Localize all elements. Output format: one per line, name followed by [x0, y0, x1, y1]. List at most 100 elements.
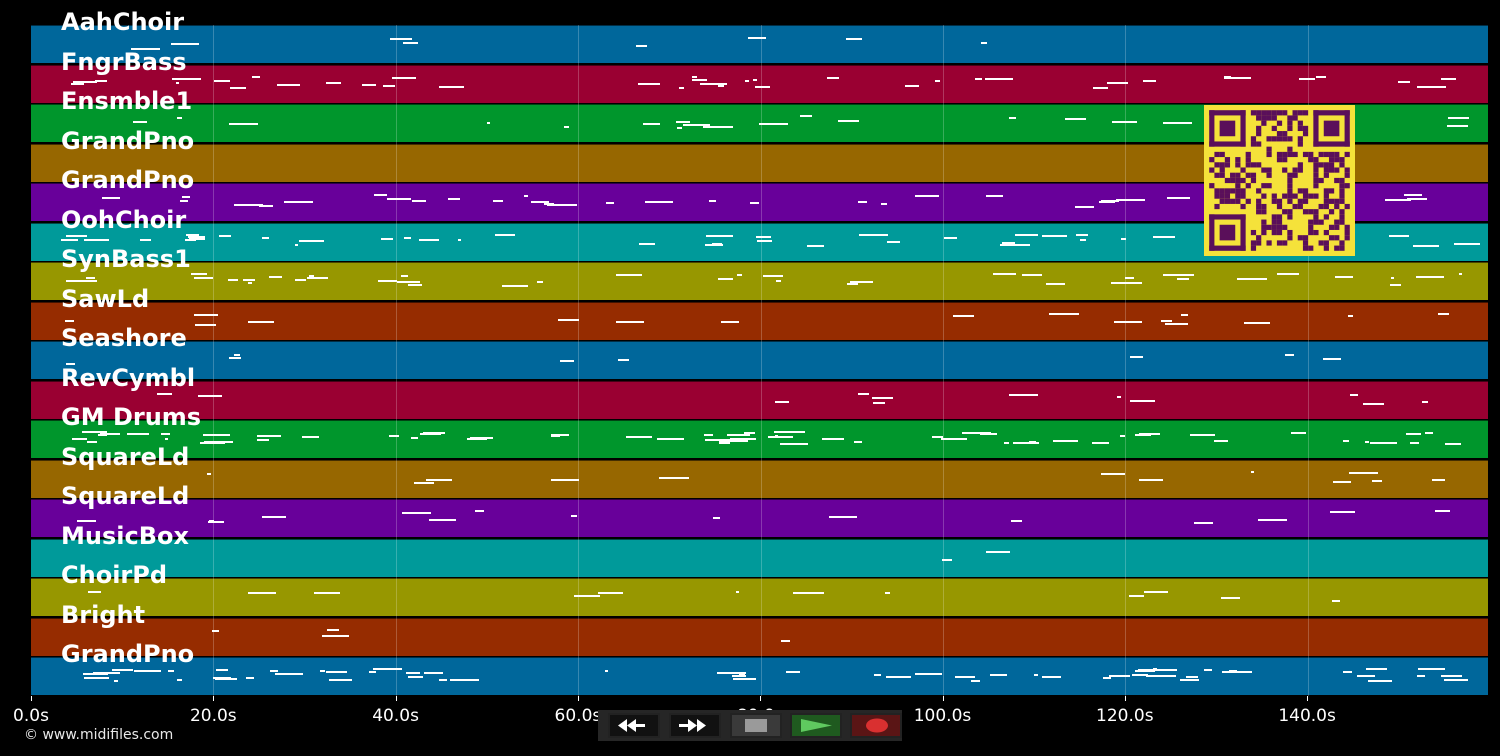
midi-note	[83, 676, 110, 679]
track-lane[interactable]	[31, 262, 1488, 300]
midi-note	[1129, 595, 1144, 598]
midi-note	[227, 278, 238, 281]
midi-note	[389, 435, 400, 438]
rewind-button[interactable]	[608, 713, 660, 738]
axis-tick-label: 140.0s	[1278, 706, 1336, 726]
midi-note	[1237, 277, 1268, 280]
stop-button[interactable]	[730, 713, 782, 738]
midi-note	[743, 431, 755, 434]
midi-note	[180, 199, 188, 202]
track-label: RevCymbl	[61, 363, 196, 392]
midi-note	[438, 679, 447, 682]
midi-note	[257, 438, 269, 441]
midi-note	[1365, 440, 1370, 443]
track-lane[interactable]	[31, 657, 1488, 695]
midi-note	[979, 433, 997, 436]
midi-note	[133, 120, 147, 123]
midi-note	[573, 595, 600, 597]
midi-note	[1137, 669, 1160, 672]
midi-note	[682, 123, 711, 126]
midi-note	[636, 45, 648, 48]
axis-tick	[942, 696, 944, 701]
midi-note	[1190, 433, 1215, 436]
track-lane[interactable]	[31, 617, 1488, 656]
midi-note	[1342, 439, 1350, 442]
midi-note	[779, 442, 809, 445]
midi-note	[859, 233, 888, 236]
midi-note	[726, 434, 751, 437]
fast-forward-button[interactable]	[669, 713, 721, 738]
midi-note	[1116, 199, 1146, 202]
midi-note	[920, 194, 940, 197]
midi-note	[248, 281, 252, 284]
track-lane[interactable]	[31, 64, 1488, 103]
midi-note	[1008, 117, 1017, 120]
midi-note	[1368, 679, 1392, 682]
copyright-text: © www.midifiles.com	[24, 727, 174, 743]
midi-note	[752, 78, 758, 81]
midi-note	[756, 240, 773, 243]
midi-note	[1125, 277, 1135, 280]
midi-note	[762, 274, 784, 277]
record-button[interactable]	[850, 713, 902, 738]
midi-note	[284, 201, 313, 204]
track-label: GrandPno	[61, 166, 195, 194]
axis-tick-label: 20.0s	[189, 706, 237, 726]
midi-note	[886, 676, 911, 679]
midi-note	[295, 243, 299, 246]
track-label: MusicBox	[61, 521, 189, 550]
midi-note	[703, 433, 714, 436]
midi-note	[1343, 671, 1352, 674]
midi-note	[874, 673, 882, 676]
midi-note	[1315, 75, 1327, 78]
midi-note	[193, 276, 214, 279]
midi-note	[1431, 479, 1445, 482]
play-button[interactable]	[790, 713, 842, 738]
track-lane[interactable]	[31, 499, 1488, 537]
midi-note	[775, 280, 781, 283]
midi-note	[942, 558, 953, 561]
midi-note	[677, 126, 683, 129]
midi-note	[217, 676, 231, 679]
midi-note	[799, 115, 812, 118]
track-lane[interactable]	[31, 341, 1488, 379]
midi-note	[1349, 393, 1358, 396]
midi-note	[216, 668, 228, 671]
track-lane[interactable]	[31, 459, 1488, 498]
midi-note	[993, 273, 1016, 276]
midi-note	[704, 438, 734, 441]
midi-note	[1042, 234, 1067, 237]
midi-note	[872, 401, 886, 404]
midi-note	[275, 673, 303, 676]
track-lane[interactable]	[31, 538, 1488, 577]
midi-note	[711, 242, 722, 245]
midi-note	[252, 75, 260, 78]
track-label: SawLd	[61, 284, 150, 313]
midi-note	[739, 673, 745, 676]
midi-note	[1440, 675, 1462, 678]
track-lane[interactable]	[31, 578, 1488, 616]
track-lane[interactable]	[31, 380, 1488, 419]
midi-note	[854, 441, 863, 444]
track-label: SquareLd	[61, 442, 190, 471]
midi-note	[111, 669, 133, 672]
midi-note	[1348, 471, 1379, 474]
midi-note	[961, 432, 992, 435]
track-lane[interactable]	[31, 25, 1488, 63]
midi-note	[1220, 597, 1241, 600]
midi-note	[749, 201, 760, 204]
midi-note	[1416, 275, 1445, 278]
midi-note	[302, 435, 319, 438]
midi-note	[604, 670, 608, 673]
track-lane[interactable]	[31, 301, 1488, 340]
midi-note	[410, 436, 418, 439]
midi-note	[322, 634, 350, 637]
midi-note	[239, 204, 263, 207]
track-lane[interactable]	[31, 420, 1488, 458]
midi-note	[786, 670, 800, 673]
midi-note	[204, 441, 234, 444]
midi-note	[234, 354, 241, 357]
midi-note	[1363, 403, 1385, 406]
midi-note	[691, 76, 698, 79]
midi-note	[1113, 321, 1142, 324]
